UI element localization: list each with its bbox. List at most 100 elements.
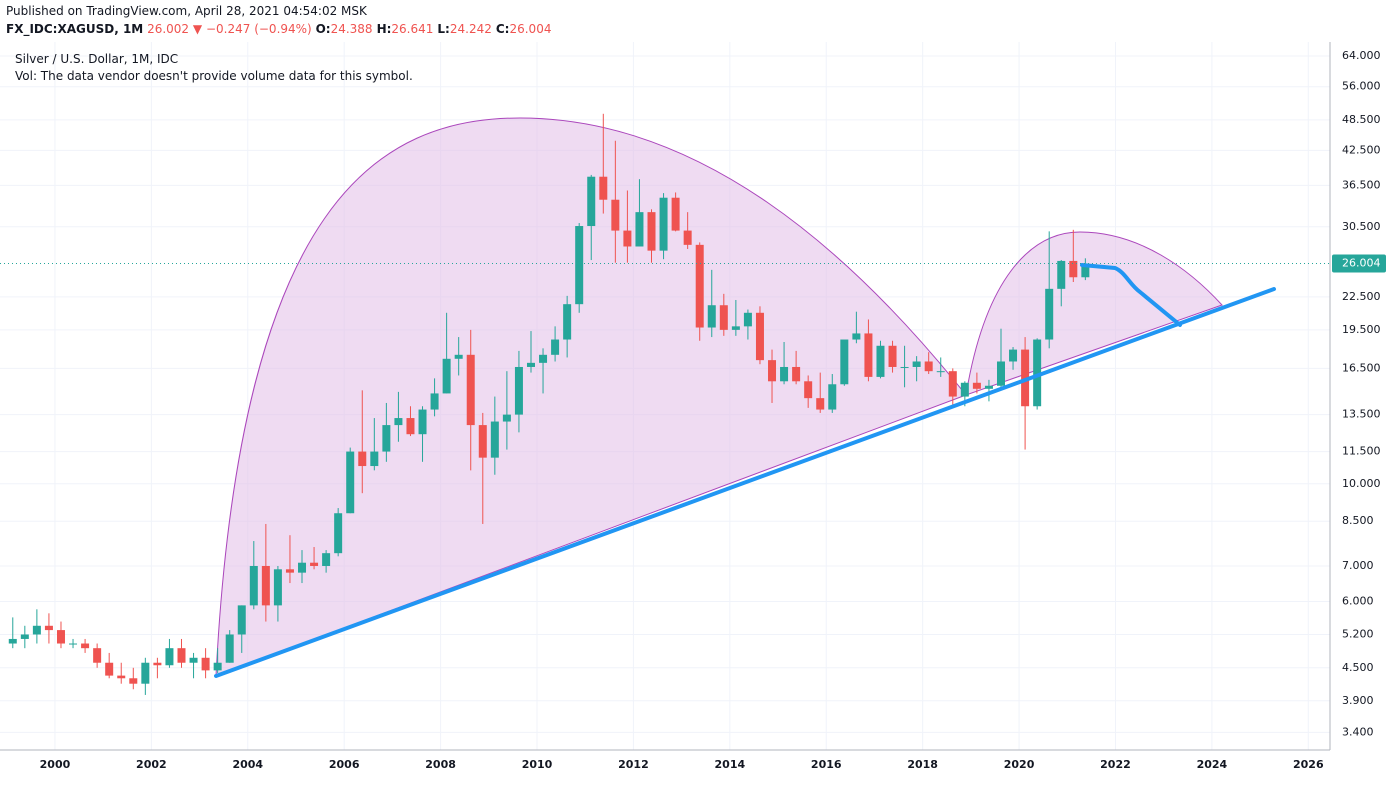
ohlc-value: 26.004 [509,22,552,36]
x-tick-label: 2000 [40,758,71,771]
candle-body [647,212,656,251]
candle-body [852,333,861,340]
y-tick-label: 10.000 [1342,477,1381,490]
candle-body [273,569,282,606]
candle-body [117,675,126,679]
candle-body [310,562,319,566]
ohlc-label: O: [315,22,331,36]
candle-body [394,418,403,426]
candle-body [20,634,29,639]
candle-body [1021,349,1030,407]
candle-body [671,197,680,231]
axes: 64.000 56.000 48.500 42.500 36.500 30.500 22.5… [0,49,1386,771]
candle-body [1069,260,1078,278]
candle-body [442,358,451,394]
y-tick-label: 19.500 [1342,323,1381,336]
symbol-line: FX_IDC:XAGUSD, 1M 26.002 ▼ −0.247 (−0.94… [6,22,555,36]
y-tick-label: 3.400 [1342,725,1374,738]
candle-body [864,333,873,377]
candle-body [900,366,909,368]
y-tick-label: 48.500 [1342,113,1381,126]
projection-path [1080,263,1182,327]
y-tick-label: 7.000 [1342,559,1374,572]
candle-body [165,648,174,666]
last-price-label: 26.004 [1342,257,1381,270]
x-tick-label: 2002 [136,758,167,771]
candle-body [780,366,789,382]
candle-body [44,625,53,631]
legend-title: Silver / U.S. Dollar, 1M, IDC [15,52,179,66]
candle-body [876,345,885,377]
candle-body [984,385,993,389]
candle-body [69,643,78,645]
candle-body [1081,263,1090,278]
candle-body [635,212,644,247]
candle-body [370,451,379,467]
candle-body [478,425,487,458]
ohlc-label: H: [376,22,392,36]
arc-drawing [215,117,967,677]
candle-body [563,304,572,340]
y-tick-label: 30.500 [1342,220,1381,233]
candle-body [587,176,596,227]
candle-body [201,657,210,671]
candle-body [816,398,825,410]
ohlc-label: L: [437,22,450,36]
x-tick-label: 2022 [1100,758,1131,771]
ohlc-value: 24.388 [330,22,373,36]
candle-body [334,513,343,554]
y-tick-label: 16.500 [1342,361,1381,374]
candle-body [960,382,969,397]
y-tick-label: 4.500 [1342,661,1374,674]
x-tick-label: 2008 [425,758,456,771]
candle-body [1057,260,1066,289]
candle-body [285,569,294,573]
candle-body [514,366,523,415]
candle-body [936,371,945,373]
candle-body [888,345,897,367]
candle-body [298,562,307,573]
candle-body [1009,349,1018,362]
x-tick-label: 2010 [522,758,553,771]
x-tick-label: 2006 [329,758,360,771]
ohlc-value: 26.641 [391,22,434,36]
candle-body [430,393,439,410]
candle-body [828,384,837,410]
y-tick-label: 3.900 [1342,694,1374,707]
candle-body [382,425,391,452]
price: 26.002 [147,22,190,36]
candle-body [8,638,17,644]
ohlc: O:24.388 H:26.641 L:24.242 C:26.004 [316,22,556,36]
arc-drawing [965,231,1223,396]
candle-body [225,634,234,663]
y-tick-label: 56.000 [1342,80,1381,93]
candle-body [261,565,270,606]
candle-body [1033,339,1042,407]
candle-body [81,643,90,649]
candle-body [32,625,41,635]
candle-body [105,662,114,676]
candle-body [1045,288,1054,340]
candle-body [792,366,801,382]
published-line: Published on TradingView.com, April 28, … [6,4,367,18]
y-tick-label: 36.500 [1342,178,1381,191]
ohlc-value: 24.242 [449,22,492,36]
candle-body [249,565,258,606]
candle-body [502,414,511,422]
candle-body [599,176,608,200]
y-tick-label: 8.500 [1342,514,1374,527]
y-tick-label: 13.500 [1342,408,1381,421]
change: −0.247 (−0.94%) [205,22,312,36]
candle-body [996,361,1005,386]
y-tick-label: 6.000 [1342,595,1374,608]
candle-body [358,451,367,467]
x-tick-label: 2018 [907,758,938,771]
x-tick-label: 2012 [618,758,649,771]
x-tick-label: 2016 [811,758,842,771]
candle-body [490,421,499,458]
candle-body [623,230,632,247]
candle-body [683,230,692,245]
candle-body [466,354,475,426]
